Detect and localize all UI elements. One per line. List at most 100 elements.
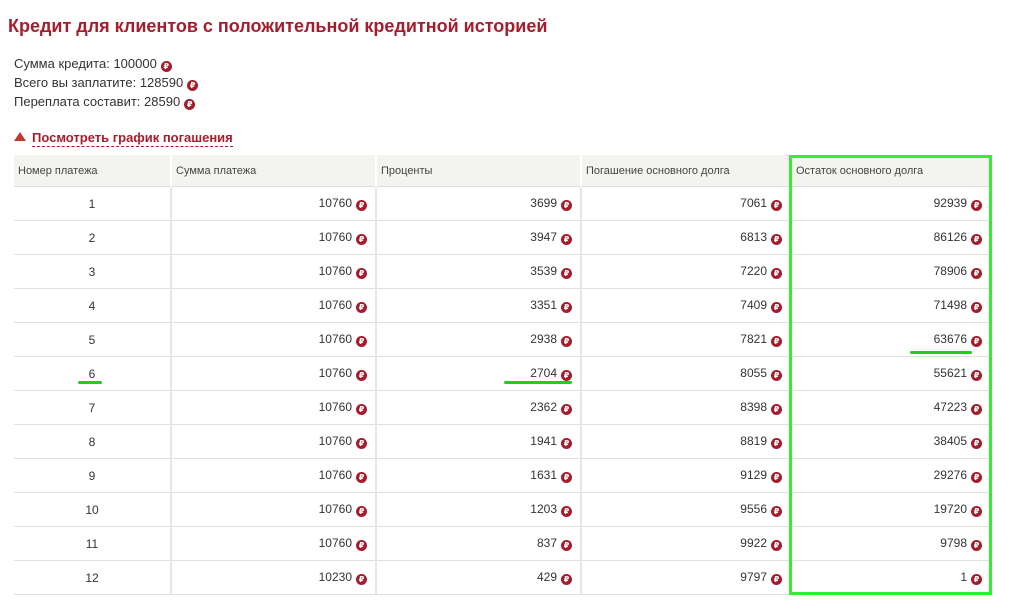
cell-amount: 10760 ₽: [171, 220, 377, 255]
cell-value: 7: [88, 400, 96, 415]
ruble-icon: ₽: [971, 268, 982, 279]
ruble-icon: ₽: [771, 370, 782, 381]
summary-label: Сумма кредита:: [14, 56, 110, 71]
table-row: 8 10760 ₽1941 ₽8819 ₽38405 ₽: [14, 424, 990, 459]
summary-value: 28590: [144, 94, 181, 109]
cell-payment-number: 3: [14, 254, 172, 289]
ruble-icon: ₽: [356, 234, 367, 245]
ruble-icon: ₽: [971, 438, 982, 449]
cell-value: 12: [85, 570, 99, 585]
ruble-icon: ₽: [356, 404, 367, 415]
cell-amount: 10760 ₽: [171, 492, 377, 527]
cell-value: 78906: [933, 264, 967, 278]
ruble-icon: ₽: [356, 574, 367, 585]
cell-value: 2938: [530, 332, 557, 346]
cell-value: 1631: [530, 468, 557, 482]
summary-loan-amount: Сумма кредита: 100000 ₽: [14, 54, 198, 73]
ruble-icon: ₽: [356, 438, 367, 449]
cell-amount: 29276 ₽: [791, 458, 990, 493]
summary-total-payment: Всего вы заплатите: 128590 ₽: [14, 73, 199, 92]
cell-value: 71498: [933, 298, 967, 312]
cell-value: 9556: [740, 502, 767, 516]
ruble-icon: ₽: [771, 200, 782, 211]
cell-value: 8398: [740, 400, 767, 414]
cell-value: 10760: [318, 502, 352, 516]
cell-value: 10760: [318, 536, 352, 550]
ruble-icon: ₽: [771, 540, 782, 551]
cell-value: 7821: [740, 332, 767, 346]
cell-amount: 1631 ₽: [376, 458, 582, 493]
ruble-icon: ₽: [561, 438, 572, 449]
table-row: 7 10760 ₽2362 ₽8398 ₽47223 ₽: [14, 390, 990, 425]
table-row: 3 10760 ₽3539 ₽7220 ₽78906 ₽: [14, 254, 990, 289]
table-row: 11 10760 ₽837 ₽9922 ₽9798 ₽: [14, 526, 990, 561]
cell-value: 9922: [740, 536, 767, 550]
column-header-principal-repayment: Погашение основного долга: [581, 155, 792, 187]
cell-value: 6: [88, 366, 96, 381]
cell-value: 429: [536, 570, 557, 584]
view-schedule-label: Посмотреть график погашения: [32, 130, 233, 147]
ruble-icon: ₽: [971, 472, 982, 483]
cell-value: 1941: [530, 434, 557, 448]
view-schedule-link[interactable]: Посмотреть график погашения: [14, 130, 233, 147]
ruble-icon: ₽: [561, 200, 572, 211]
ruble-icon: ₽: [971, 540, 982, 551]
cell-amount: 7220 ₽: [581, 254, 792, 289]
ruble-icon: ₽: [971, 574, 982, 585]
ruble-icon: ₽: [971, 370, 982, 381]
cell-amount: 10760 ₽: [171, 186, 377, 221]
payment-schedule-table: Номер платежа Сумма платежа Проценты Пог…: [14, 155, 990, 595]
cell-amount: 6813 ₽: [581, 220, 792, 255]
cell-value: 19720: [933, 502, 967, 516]
cell-value: 3: [88, 264, 96, 279]
cell-payment-number: 11: [14, 526, 172, 561]
cell-amount: 86126 ₽: [791, 220, 990, 255]
cell-value: 10760: [318, 230, 352, 244]
ruble-icon: ₽: [971, 234, 982, 245]
cell-value: 3539: [530, 264, 557, 278]
table-row: 5 10760 ₽2938 ₽7821 ₽63676 ₽: [14, 322, 990, 357]
cell-payment-number: 6: [14, 356, 172, 391]
ruble-icon: ₽: [971, 302, 982, 313]
ruble-icon: ₽: [971, 200, 982, 211]
page-title: Кредит для клиентов с положительной кред…: [8, 16, 548, 36]
cell-payment-number: 7: [14, 390, 172, 425]
cell-value: 9129: [740, 468, 767, 482]
cell-amount: 92939 ₽: [791, 186, 990, 221]
ruble-icon: ₽: [971, 506, 982, 517]
ruble-icon: ₽: [561, 268, 572, 279]
cell-amount: 2704 ₽: [376, 356, 582, 391]
cell-value: 10760: [318, 366, 352, 380]
ruble-icon: ₽: [771, 268, 782, 279]
cell-value: 29276: [933, 468, 967, 482]
ruble-icon: ₽: [561, 336, 572, 347]
cell-payment-number: 8: [14, 424, 172, 459]
cell-value: 10: [85, 502, 99, 517]
cell-value: 86126: [933, 230, 967, 244]
ruble-icon: ₽: [561, 404, 572, 415]
cell-amount: 10760 ₽: [171, 526, 377, 561]
summary-value: 100000: [113, 56, 157, 71]
ruble-icon: ₽: [160, 61, 172, 72]
table-body: 1 10760 ₽3699 ₽7061 ₽92939 ₽2 10760 ₽3947 ₽6813 ₽…: [14, 186, 990, 595]
ruble-icon: ₽: [771, 336, 782, 347]
table-row: 10 10760 ₽1203 ₽9556 ₽19720 ₽: [14, 492, 990, 527]
cell-amount: 2362 ₽: [376, 390, 582, 425]
cell-value: 10760: [318, 298, 352, 312]
cell-payment-number: 10: [14, 492, 172, 527]
cell-value: 3699: [530, 196, 557, 210]
cell-amount: 3947 ₽: [376, 220, 582, 255]
cell-amount: 1203 ₽: [376, 492, 582, 527]
cell-amount: 3351 ₽: [376, 288, 582, 323]
ruble-icon: ₽: [561, 574, 572, 585]
cell-value: 38405: [933, 434, 967, 448]
ruble-icon: ₽: [356, 302, 367, 313]
ruble-icon: ₽: [356, 472, 367, 483]
cell-amount: 2938 ₽: [376, 322, 582, 357]
table-header-row: Номер платежа Сумма платежа Проценты Пог…: [14, 155, 990, 187]
cell-amount: 8819 ₽: [581, 424, 792, 459]
cell-value: 9797: [740, 570, 767, 584]
cell-amount: 8055 ₽: [581, 356, 792, 391]
cell-value: 55621: [933, 366, 967, 380]
cell-value: 8819: [740, 434, 767, 448]
